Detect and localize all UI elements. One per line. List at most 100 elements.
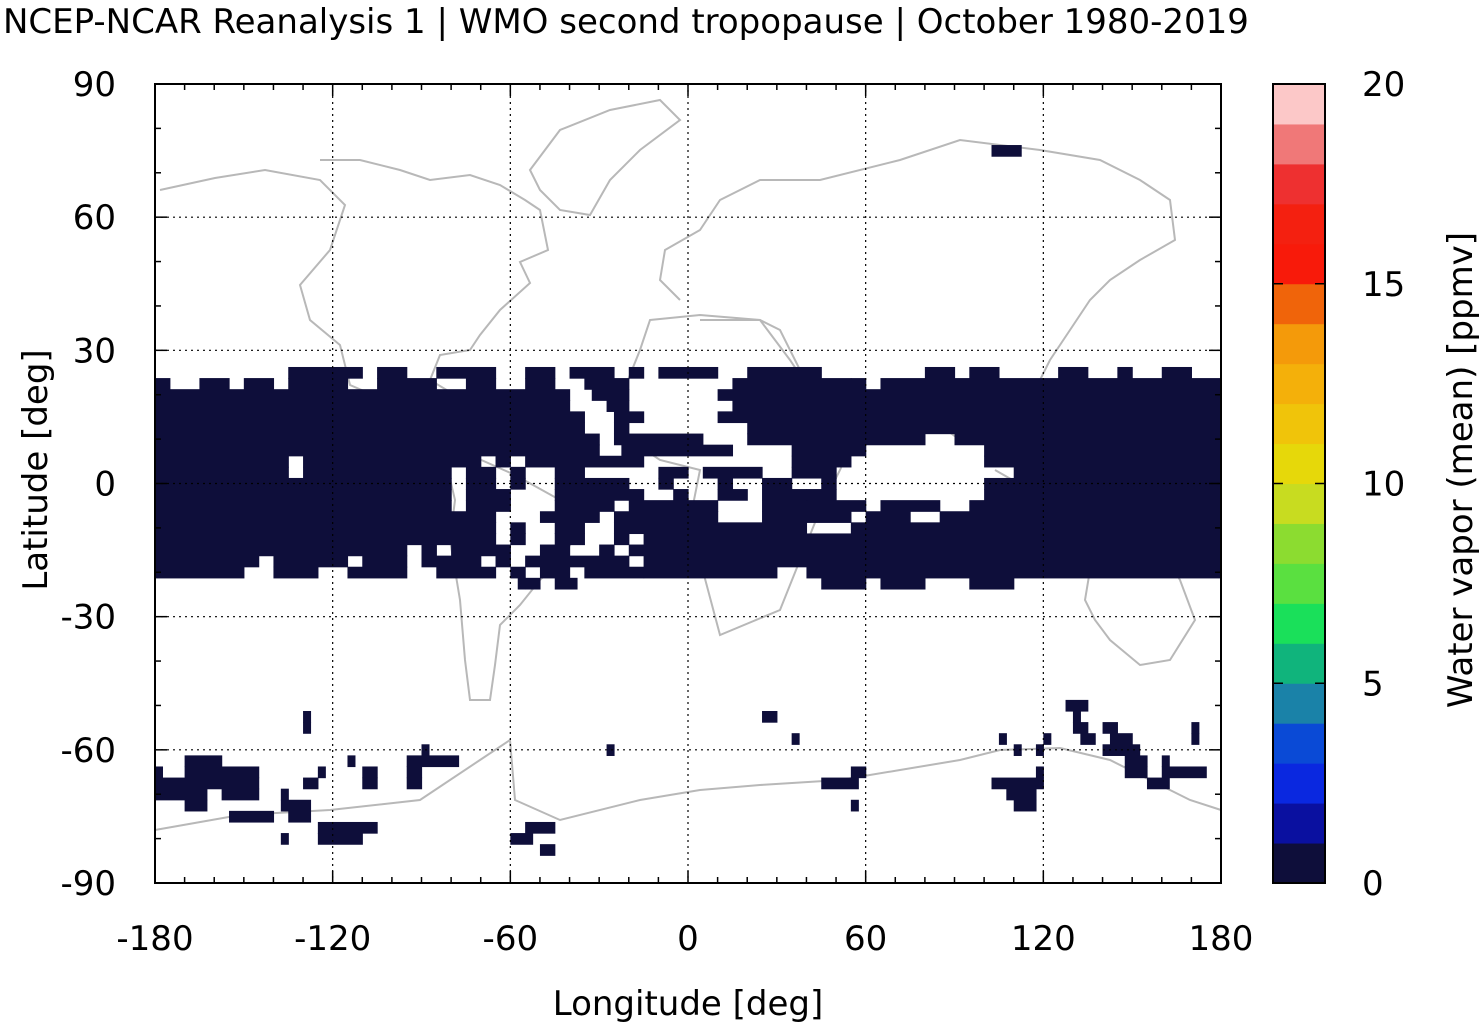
heatmap-cell: [554, 522, 585, 535]
colorbar-tick-label: 15: [1362, 265, 1405, 305]
heatmap-cell: [1102, 722, 1118, 734]
heatmap-cell: [717, 489, 748, 501]
heatmap-cell: [155, 766, 164, 779]
heatmap-cell: [451, 544, 511, 557]
heatmap-cell: [924, 366, 956, 379]
heatmap-cell: [850, 522, 1222, 535]
heatmap-cell: [939, 511, 1222, 523]
heatmap-cell: [495, 455, 511, 468]
heatmap-cell: [1043, 733, 1052, 745]
heatmap-cell: [880, 500, 941, 512]
colorbar-swatch: [1273, 523, 1325, 564]
heatmap-cell: [155, 544, 408, 557]
heatmap-cell: [539, 566, 571, 579]
colorbar-swatch: [1273, 443, 1325, 484]
colorbar: [1272, 83, 1326, 884]
heatmap-cell: [569, 366, 615, 379]
heatmap-cell: [155, 477, 452, 490]
heatmap-cell: [747, 422, 1222, 435]
heatmap-cell: [762, 710, 778, 723]
heatmap-cell: [1161, 755, 1170, 768]
heatmap-cell: [155, 378, 171, 390]
heatmap-cell: [539, 844, 556, 856]
heatmap-cell: [495, 555, 511, 568]
heatmap-cell: [155, 788, 208, 801]
colorbar-swatch: [1273, 603, 1325, 644]
grid-lines: [155, 84, 1221, 883]
heatmap-cell: [747, 433, 926, 446]
heatmap-cell: [821, 577, 867, 590]
heatmap-cell: [347, 755, 356, 768]
coastline-antarctica: [154, 738, 1222, 831]
heatmap-cell: [554, 477, 630, 490]
heatmap-cell: [1013, 799, 1037, 812]
heatmap-cell: [184, 766, 260, 779]
heatmap-cell: [554, 500, 615, 512]
colorbar-swatch: [1273, 283, 1325, 325]
y-tick-label: -60: [60, 731, 116, 771]
heatmap-cell: [1124, 755, 1148, 768]
heatmap-cell: [362, 777, 378, 790]
heatmap-cell: [613, 511, 719, 523]
heatmap-cell: [732, 400, 1222, 412]
y-tick-label: -30: [60, 598, 116, 638]
heatmap-cell: [525, 821, 556, 834]
heatmap-cell: [1013, 466, 1222, 479]
heatmap-cell: [525, 378, 556, 390]
heatmap-cell: [747, 366, 822, 379]
heatmap-cell: [362, 766, 378, 779]
heatmap-cell: [155, 433, 600, 446]
y-tick-label: 30: [73, 331, 116, 371]
heatmap-cell: [155, 411, 585, 424]
heatmap-cell: [436, 366, 497, 379]
colorbar-swatch: [1273, 84, 1325, 125]
heatmap-cell: [517, 577, 526, 590]
heatmap-cell: [880, 577, 926, 590]
heatmap-cell: [717, 389, 1222, 401]
heatmap-cell: [717, 411, 1222, 424]
heatmap-cell: [155, 422, 585, 435]
heatmap-cell: [406, 777, 423, 790]
heatmap-cell: [539, 511, 600, 523]
heatmap-cell: [155, 533, 497, 546]
heatmap-cell: [1035, 766, 1044, 779]
heatmap-cell: [465, 500, 511, 512]
heatmap-cell: [613, 533, 630, 546]
heatmap-cell: [554, 577, 578, 590]
heatmap-cell: [1124, 766, 1148, 779]
heatmap-cell: [221, 788, 260, 801]
plot-area: [154, 83, 1222, 884]
heatmap-cell: [510, 477, 526, 490]
heatmap-cell: [155, 466, 289, 479]
heatmap-cell: [628, 366, 645, 379]
heatmap-cell: [865, 511, 911, 523]
colorbar-swatch: [1273, 563, 1325, 604]
heatmap-cell: [362, 555, 408, 568]
x-tick-label: 180: [1189, 919, 1254, 959]
colorbar-swatch: [1273, 243, 1325, 285]
colorbar-swatch: [1273, 323, 1325, 365]
heatmap-cell: [554, 533, 585, 546]
heatmap-cell: [613, 433, 704, 446]
heatmap-cell: [280, 788, 289, 801]
y-tick-label: 90: [73, 65, 116, 105]
heatmap-cell: [1006, 788, 1037, 801]
heatmap-cell: [954, 433, 1222, 446]
coastline-north-america: [159, 159, 550, 468]
heatmap-cell: [155, 777, 260, 790]
x-tick-label: 0: [677, 919, 699, 959]
heatmap-cell: [880, 378, 1222, 390]
heatmap-cell: [421, 544, 437, 557]
heatmap-cell: [762, 477, 793, 490]
heatmap-cell: [406, 766, 423, 779]
heatmap-cell: [998, 733, 1007, 745]
heatmap-cell: [1146, 777, 1170, 790]
heatmap-cell: [539, 544, 571, 557]
heatmap-cell: [510, 522, 526, 535]
heatmap-cell: [317, 766, 326, 779]
heatmap-cell: [155, 500, 452, 512]
colorbar-swatch: [1273, 803, 1325, 844]
x-axis-label: Longitude [deg]: [553, 984, 824, 1024]
heatmap-cell: [643, 555, 1222, 568]
heatmap-cell: [347, 566, 408, 579]
